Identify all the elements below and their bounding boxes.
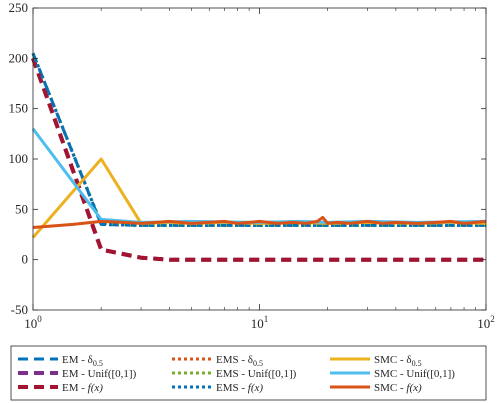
series-line-3 (31, 57, 486, 262)
legend-label: SMC - Unif([0,1]) (374, 368, 455, 380)
legend-label: EM - δ0.5 (62, 354, 103, 368)
y-tick-label: -50 (11, 302, 28, 317)
y-tick-label: 50 (15, 201, 28, 216)
legend-label: EM - Unif([0,1]) (62, 368, 137, 380)
legend-box (10, 345, 487, 401)
y-tick-label: 100 (9, 151, 29, 166)
legend: EM - δ0.5EM - Unif([0,1]) EM - f(x) EMS - … (18, 354, 455, 394)
legend-label: EM - f(x) (62, 382, 103, 394)
legend-label: EMS - Unif([0,1]) (216, 368, 297, 380)
x-tick-label: 101 (251, 314, 269, 331)
y-tick-label: 250 (9, 0, 29, 15)
legend-label: SMC - f(x) (374, 382, 422, 394)
y-tick-label: 150 (9, 101, 29, 116)
x-tick-label: 100 (24, 314, 42, 331)
series-lines (31, 52, 487, 262)
series-line-6 (31, 52, 486, 227)
y-tick-label: 200 (9, 50, 29, 65)
legend-label: EMS - f(x) (216, 382, 263, 394)
series-line-9 (32, 215, 487, 229)
legend-label: SMC - δ0.5 (374, 354, 422, 368)
y-axis: -50 0 50 100 150 200 250 (9, 0, 486, 317)
legend-label: EMS - δ0.5 (216, 354, 263, 368)
y-tick-label: 0 (22, 252, 29, 267)
x-tick-label: 102 (477, 314, 495, 331)
